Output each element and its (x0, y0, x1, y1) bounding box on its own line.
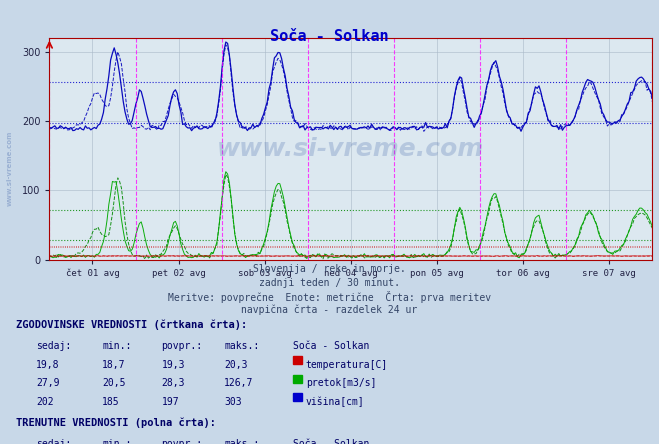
Text: Meritve: povprečne  Enote: metrične  Črta: prva meritev: Meritve: povprečne Enote: metrične Črta:… (168, 291, 491, 303)
Text: Soča - Solkan: Soča - Solkan (293, 439, 370, 444)
Text: zadnji teden / 30 minut.: zadnji teden / 30 minut. (259, 278, 400, 288)
Text: 197: 197 (161, 397, 179, 407)
Text: maks.:: maks.: (224, 341, 259, 351)
Text: Soča - Solkan: Soča - Solkan (293, 341, 370, 351)
Text: temperatura[C]: temperatura[C] (306, 360, 388, 370)
Text: 19,8: 19,8 (36, 360, 60, 370)
Text: pretok[m3/s]: pretok[m3/s] (306, 378, 376, 388)
Text: 126,7: 126,7 (224, 378, 254, 388)
Text: www.si-vreme.com: www.si-vreme.com (217, 137, 484, 161)
Text: 18,7: 18,7 (102, 360, 126, 370)
Text: 20,3: 20,3 (224, 360, 248, 370)
Text: 20,5: 20,5 (102, 378, 126, 388)
Text: 202: 202 (36, 397, 54, 407)
Text: ZGODOVINSKE VREDNOSTI (črtkana črta):: ZGODOVINSKE VREDNOSTI (črtkana črta): (16, 320, 248, 330)
Text: sedaj:: sedaj: (36, 341, 71, 351)
Text: 19,3: 19,3 (161, 360, 185, 370)
Text: Soča - Solkan: Soča - Solkan (270, 29, 389, 44)
Text: sedaj:: sedaj: (36, 439, 71, 444)
Text: 27,9: 27,9 (36, 378, 60, 388)
Text: 185: 185 (102, 397, 120, 407)
Text: TRENUTNE VREDNOSTI (polna črta):: TRENUTNE VREDNOSTI (polna črta): (16, 418, 216, 428)
Text: navpična črta - razdelek 24 ur: navpična črta - razdelek 24 ur (241, 304, 418, 315)
Text: www.si-vreme.com: www.si-vreme.com (7, 131, 13, 206)
Text: povpr.:: povpr.: (161, 439, 202, 444)
Text: višina[cm]: višina[cm] (306, 397, 364, 407)
Text: Slovenija / reke in morje.: Slovenija / reke in morje. (253, 264, 406, 274)
Text: maks.:: maks.: (224, 439, 259, 444)
Text: povpr.:: povpr.: (161, 341, 202, 351)
Text: 28,3: 28,3 (161, 378, 185, 388)
Text: min.:: min.: (102, 341, 132, 351)
Text: min.:: min.: (102, 439, 132, 444)
Text: 303: 303 (224, 397, 242, 407)
